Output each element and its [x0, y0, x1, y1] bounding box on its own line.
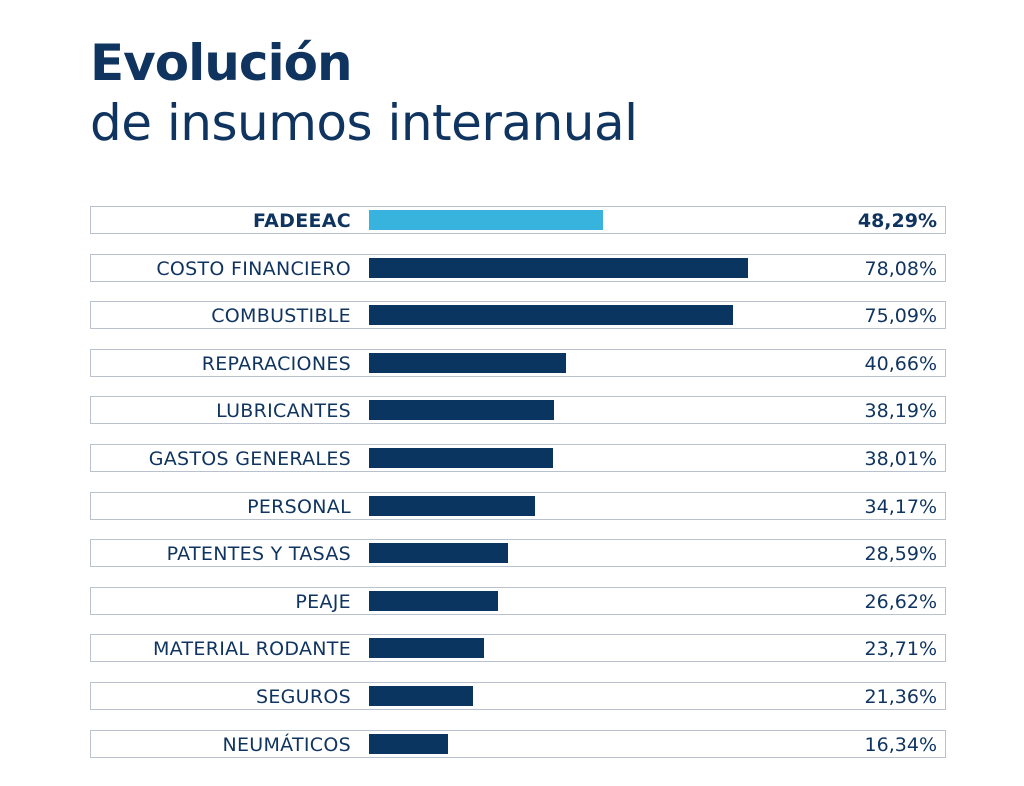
category-label: NEUMÁTICOS: [222, 733, 351, 756]
bar: [369, 400, 555, 421]
bar-row: PEAJE 26,62%: [90, 586, 946, 615]
bar: [369, 495, 535, 516]
category-label: LUBRICANTES: [216, 400, 351, 423]
bar: [369, 352, 567, 373]
bar: [369, 305, 734, 326]
category-label: MATERIAL RODANTE: [152, 638, 351, 661]
category-label: COMBUSTIBLE: [211, 305, 351, 328]
bar-row: LUBRICANTES 38,19%: [90, 396, 946, 425]
value-label: 16,34%: [864, 733, 937, 756]
value-label: 21,36%: [864, 686, 937, 708]
bar-row: REPARACIONES 40,66%: [90, 348, 946, 377]
value-label: 38,01%: [864, 448, 937, 470]
bar: [369, 257, 748, 278]
bar-row: PATENTES Y TASAS 28,59%: [90, 539, 946, 568]
chart-title-line1: Evolución: [90, 34, 353, 92]
category-label: GASTOS GENERALES: [148, 448, 351, 470]
bar-row: GASTOS GENERALES 38,01%: [90, 444, 946, 472]
bar: [369, 543, 508, 564]
bar-row: COSTO FINANCIERO 78,08%: [90, 253, 946, 282]
value-label: 75,09%: [864, 305, 937, 328]
value-label: 48,29%: [857, 210, 937, 232]
value-label: 23,71%: [864, 638, 937, 661]
bar-row: PERSONAL 34,17%: [90, 491, 946, 520]
value-label: 26,62%: [864, 590, 937, 613]
bar: [369, 210, 604, 230]
value-label: 40,66%: [864, 352, 937, 375]
category-label: PATENTES Y TASAS: [166, 543, 351, 566]
category-label: SEGUROS: [255, 686, 351, 708]
category-label: FADEEAC: [253, 210, 351, 232]
chart-title-line2: de insumos interanual: [90, 94, 638, 152]
category-label: PERSONAL: [247, 495, 351, 518]
category-label: PEAJE: [295, 590, 351, 613]
bar: [369, 733, 449, 754]
bar-row: SEGUROS 21,36%: [90, 682, 946, 710]
bar: [369, 590, 499, 611]
value-label: 78,08%: [864, 257, 937, 280]
bar: [369, 448, 554, 468]
bar-row: MATERIAL RODANTE 23,71%: [90, 634, 946, 663]
bar: [369, 638, 484, 659]
bar-row: FADEEAC 48,29%: [90, 206, 946, 234]
value-label: 34,17%: [864, 495, 937, 518]
bar-row: NEUMÁTICOS 16,34%: [90, 729, 946, 758]
bar: [369, 686, 473, 706]
value-label: 38,19%: [864, 400, 937, 423]
value-label: 28,59%: [864, 543, 937, 566]
category-label: REPARACIONES: [201, 352, 351, 375]
category-label: COSTO FINANCIERO: [156, 257, 351, 280]
bar-row: COMBUSTIBLE 75,09%: [90, 301, 946, 330]
